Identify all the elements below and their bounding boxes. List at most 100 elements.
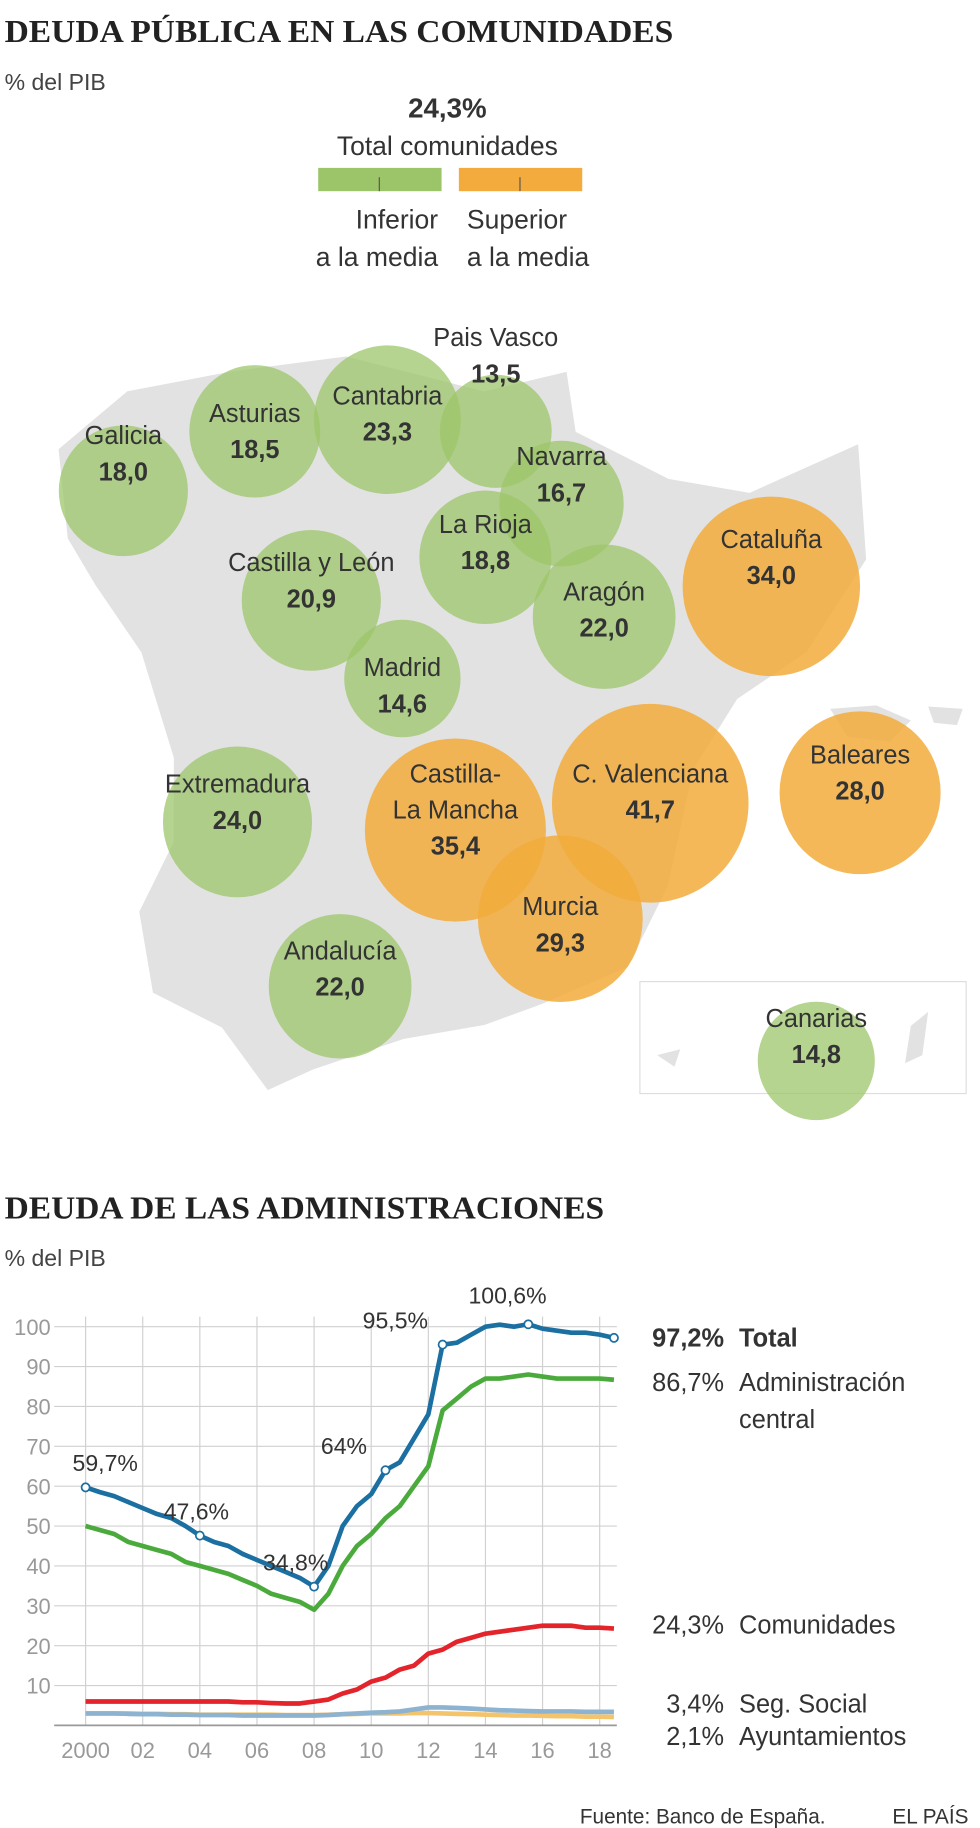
annotation-label: 34,8% — [263, 1549, 328, 1575]
mean-value: 24,3% — [408, 93, 486, 124]
x-tick-label: 18 — [588, 1738, 612, 1763]
annotation-label: 64% — [321, 1433, 367, 1459]
region-value: 18,8 — [461, 547, 510, 575]
series-name: Ayuntamientos — [739, 1723, 906, 1751]
series-line — [85, 1623, 615, 1706]
region-name: Galicia — [85, 422, 163, 450]
y-tick-label: 100 — [14, 1315, 51, 1340]
series-name: Seg. Social — [739, 1690, 867, 1718]
series-name: Administración central — [739, 1369, 912, 1434]
y-tick-label: 40 — [26, 1554, 50, 1579]
region-name: Andalucía — [284, 937, 398, 965]
series-line — [85, 1705, 614, 1718]
region-name: Pais Vasco — [433, 324, 558, 352]
y-tick-label: 20 — [26, 1634, 50, 1659]
x-tick-label: 14 — [473, 1738, 497, 1763]
region-bubble — [189, 365, 321, 498]
region-name: Canarias — [766, 1005, 867, 1033]
region-name: Cataluña — [721, 526, 823, 554]
region-value: 20,9 — [287, 585, 336, 613]
y-tick-label: 50 — [26, 1514, 50, 1539]
annotation-label: 47,6% — [164, 1498, 229, 1524]
region-bubble — [532, 544, 676, 689]
y-tick-label: 30 — [26, 1594, 50, 1619]
region-bubble — [757, 1001, 875, 1121]
series-line — [84, 1372, 615, 1613]
region-value: 23,3 — [363, 419, 412, 447]
region-value: 14,6 — [378, 690, 427, 718]
annotation-marker — [523, 1319, 534, 1330]
legend-label: a la media — [467, 242, 589, 272]
annotation-marker — [380, 1465, 391, 1476]
x-tick-label: 06 — [245, 1738, 269, 1763]
region-name: Castilla- La Mancha — [393, 760, 519, 824]
end-label: 3,4% — [666, 1690, 724, 1718]
map-subtitle: % del PIB — [5, 69, 106, 95]
region-name: Asturias — [209, 400, 301, 428]
region-bubble — [682, 496, 861, 677]
region-name: Extremadura — [165, 771, 311, 799]
legend-label: a la media — [316, 242, 438, 272]
region-bubble — [241, 530, 381, 671]
x-tick-label: 10 — [359, 1738, 383, 1763]
chart-title: DEUDA DE LAS ADMINISTRACIONES — [5, 1190, 605, 1225]
region-bubble — [313, 345, 461, 494]
region-value: 18,5 — [230, 436, 279, 464]
x-tick-label: 02 — [131, 1738, 155, 1763]
x-tick-label: 16 — [530, 1738, 554, 1763]
annotation-marker — [437, 1339, 448, 1350]
map-title: DEUDA PÚBLICA EN LAS COMUNIDADES — [5, 14, 674, 49]
series-name-line: central — [739, 1406, 815, 1434]
annotation-label: 59,7% — [73, 1450, 138, 1476]
region-name: Cantabria — [332, 382, 443, 410]
mean-name: Total comunidades — [337, 131, 558, 161]
region-name: Aragón — [563, 578, 645, 606]
annotation-label: 95,5% — [363, 1307, 428, 1333]
annotation-marker — [309, 1581, 319, 1592]
region-value: 18,0 — [99, 458, 148, 486]
y-tick-label: 60 — [26, 1474, 50, 1499]
region-value: 16,7 — [537, 479, 586, 507]
region-value: 22,0 — [579, 614, 628, 642]
region-name: Madrid — [364, 654, 442, 682]
x-tick-label: 04 — [188, 1738, 212, 1763]
x-tick-label: 12 — [416, 1738, 440, 1763]
end-label: 24,3% — [652, 1611, 724, 1639]
region-value: 34,0 — [747, 562, 796, 590]
end-label: 97,2% — [652, 1324, 724, 1352]
region-name: Castilla y León — [228, 549, 394, 577]
x-tick-label: 08 — [302, 1738, 326, 1763]
region-bubble — [268, 914, 412, 1059]
series-name: Total — [739, 1324, 798, 1352]
region-name: C. Valenciana — [572, 760, 729, 788]
region-value: 28,0 — [835, 778, 884, 806]
brand: EL PAÍS — [892, 1805, 968, 1828]
region-value: 41,7 — [626, 796, 675, 824]
region-name: Navarra — [516, 443, 607, 471]
y-tick-label: 10 — [26, 1674, 50, 1699]
legend-label: Superior — [467, 204, 567, 234]
series-name-line: Administración — [739, 1369, 912, 1397]
end-label: 86,7% — [652, 1369, 724, 1397]
region-bubble — [419, 490, 552, 624]
region-name: Baleares — [810, 741, 910, 769]
annotation-marker — [194, 1530, 205, 1541]
region-value: 14,8 — [792, 1041, 841, 1069]
annotation-marker — [609, 1332, 619, 1343]
y-tick-label: 90 — [26, 1355, 50, 1380]
annotation-label: 100,6% — [468, 1282, 546, 1308]
series-name: Comunidades — [739, 1611, 895, 1639]
region-name: La Rioja — [439, 511, 533, 539]
region-name: Murcia — [522, 893, 599, 921]
legend-label: Inferior — [356, 204, 439, 234]
region-value: 22,0 — [315, 973, 364, 1001]
x-tick-label: 2000 — [61, 1738, 110, 1763]
end-label: 2,1% — [666, 1723, 724, 1751]
region-bubble — [477, 835, 643, 1002]
region-bubble — [162, 746, 313, 898]
y-tick-label: 70 — [26, 1434, 50, 1459]
region-bubble — [344, 619, 461, 738]
region-name-line: La Mancha — [393, 796, 519, 824]
region-bubble — [779, 711, 941, 875]
